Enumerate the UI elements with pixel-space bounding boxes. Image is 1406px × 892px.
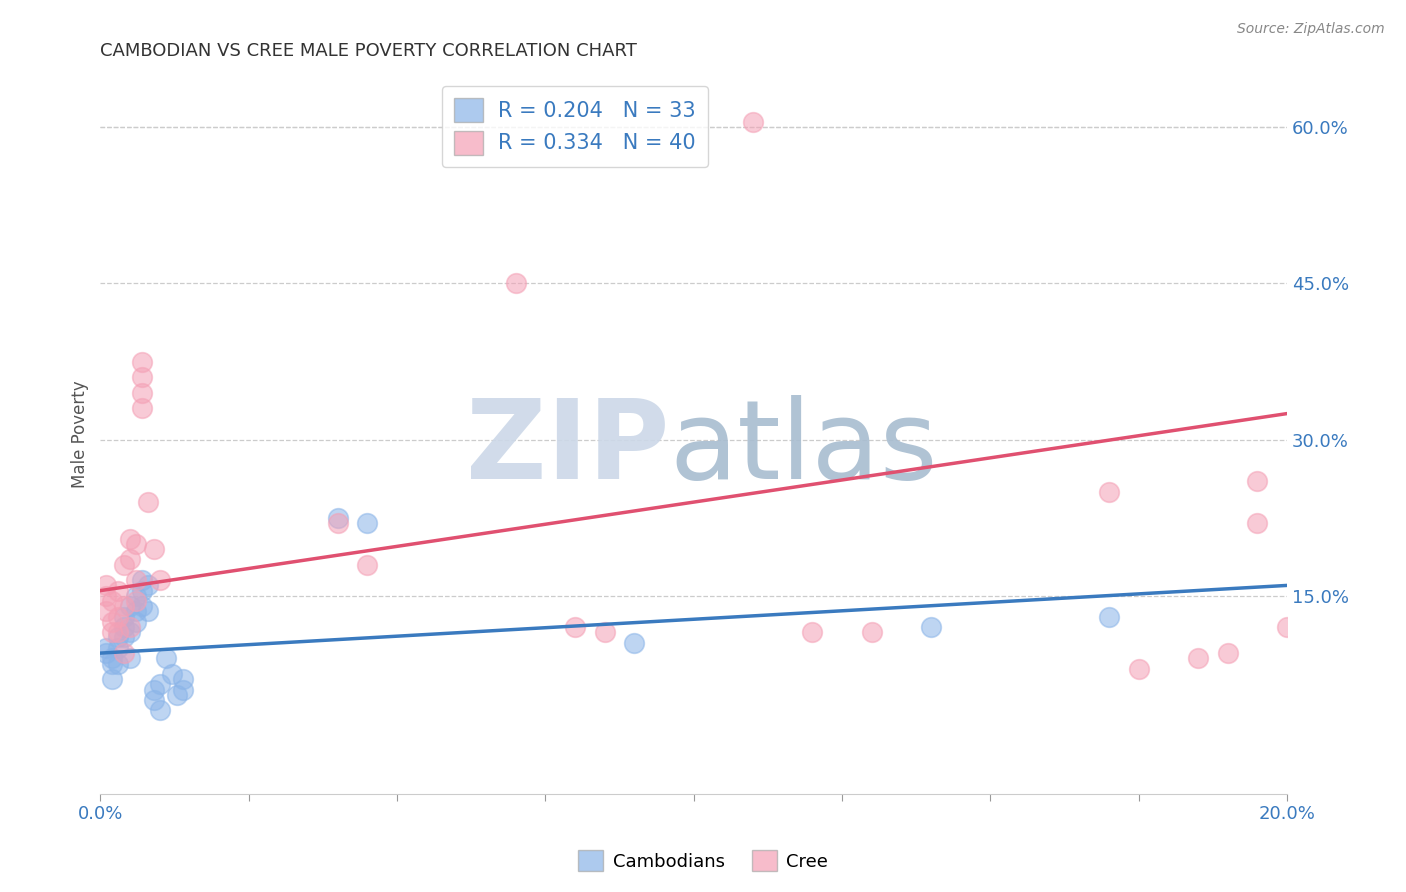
Point: [155, 651, 177, 665]
Point: [1216, 646, 1239, 660]
Point: [131, 370, 153, 384]
Point: [96, 589, 118, 603]
Point: [1246, 516, 1268, 530]
Point: [101, 651, 124, 665]
Point: [356, 516, 378, 530]
Point: [118, 620, 141, 634]
Point: [96, 604, 118, 618]
Point: [101, 625, 124, 640]
Point: [1246, 475, 1268, 489]
Point: [118, 651, 141, 665]
Point: [131, 583, 153, 598]
Point: [112, 620, 135, 634]
Point: [118, 625, 141, 640]
Point: [801, 625, 824, 640]
Point: [118, 599, 141, 614]
Text: CAMBODIAN VS CREE MALE POVERTY CORRELATION CHART: CAMBODIAN VS CREE MALE POVERTY CORRELATI…: [100, 42, 637, 60]
Point: [131, 401, 153, 416]
Point: [1098, 609, 1121, 624]
Point: [107, 631, 129, 645]
Text: Source: ZipAtlas.com: Source: ZipAtlas.com: [1237, 22, 1385, 37]
Point: [125, 604, 148, 618]
Point: [125, 615, 148, 629]
Point: [112, 646, 135, 660]
Point: [107, 609, 129, 624]
Point: [125, 594, 148, 608]
Point: [326, 510, 349, 524]
Legend: R = 0.204   N = 33, R = 0.334   N = 40: R = 0.204 N = 33, R = 0.334 N = 40: [441, 86, 709, 167]
Point: [112, 558, 135, 572]
Point: [1187, 651, 1209, 665]
Point: [160, 667, 183, 681]
Point: [125, 537, 148, 551]
Point: [149, 573, 172, 587]
Point: [142, 682, 165, 697]
Point: [742, 115, 765, 129]
Point: [136, 578, 159, 592]
Point: [131, 385, 153, 400]
Point: [623, 636, 645, 650]
Point: [593, 625, 616, 640]
Point: [131, 354, 153, 368]
Point: [112, 599, 135, 614]
Point: [131, 599, 153, 614]
Point: [142, 541, 165, 556]
Point: [136, 495, 159, 509]
Point: [505, 277, 527, 291]
Y-axis label: Male Poverty: Male Poverty: [72, 381, 89, 488]
Point: [118, 552, 141, 566]
Point: [125, 573, 148, 587]
Point: [136, 604, 159, 618]
Point: [1275, 620, 1298, 634]
Point: [326, 516, 349, 530]
Point: [101, 657, 124, 671]
Point: [96, 646, 118, 660]
Point: [96, 578, 118, 592]
Point: [107, 625, 129, 640]
Legend: Cambodians, Cree: Cambodians, Cree: [571, 843, 835, 879]
Point: [149, 703, 172, 717]
Point: [1128, 662, 1150, 676]
Point: [112, 609, 135, 624]
Point: [112, 631, 135, 645]
Point: [101, 615, 124, 629]
Point: [1098, 484, 1121, 499]
Point: [860, 625, 883, 640]
Point: [172, 682, 194, 697]
Point: [107, 657, 129, 671]
Point: [131, 573, 153, 587]
Point: [142, 693, 165, 707]
Point: [920, 620, 942, 634]
Point: [118, 532, 141, 546]
Point: [125, 589, 148, 603]
Point: [96, 640, 118, 655]
Point: [149, 677, 172, 691]
Point: [107, 640, 129, 655]
Point: [356, 558, 378, 572]
Text: ZIP: ZIP: [467, 395, 669, 502]
Point: [166, 688, 188, 702]
Point: [101, 672, 124, 686]
Point: [564, 620, 586, 634]
Text: atlas: atlas: [669, 395, 938, 502]
Point: [107, 583, 129, 598]
Point: [101, 594, 124, 608]
Point: [172, 672, 194, 686]
